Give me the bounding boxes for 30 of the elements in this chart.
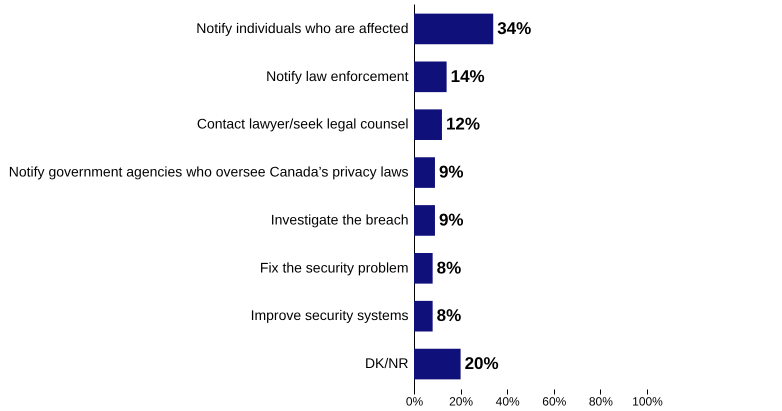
y-tick-label: Notify government agencies who oversee Canada’s privacy laws xyxy=(8,164,408,180)
bar xyxy=(414,348,461,380)
x-tick-label: 40% xyxy=(496,394,520,408)
x-tick-label: 0% xyxy=(406,394,424,408)
x-tick-label: 80% xyxy=(588,394,614,408)
data-label: 20% xyxy=(464,354,499,374)
y-tick-label: Improve security systems xyxy=(250,307,408,324)
bar xyxy=(414,253,433,284)
bar xyxy=(414,109,442,140)
y-tick-label: Contact lawyer/seek legal counsel xyxy=(196,116,408,132)
bar xyxy=(414,157,435,188)
y-tick-label: Fix the security problem xyxy=(260,259,408,276)
data-label: 8% xyxy=(436,306,462,326)
data-label: 14% xyxy=(450,66,485,86)
data-label: 12% xyxy=(446,114,480,134)
y-tick-label: Notify individuals who are affected xyxy=(196,20,408,36)
data-label: 34% xyxy=(497,18,532,38)
data-label: 9% xyxy=(438,162,464,182)
x-tick-label: 60% xyxy=(542,394,567,408)
y-tick-label: Notify law enforcement xyxy=(266,68,409,84)
bar xyxy=(414,205,435,236)
y-tick-label: DK/NR xyxy=(364,355,408,372)
x-tick-label: 20% xyxy=(449,394,474,408)
bar xyxy=(414,14,494,44)
bar xyxy=(414,61,447,92)
data-label: 8% xyxy=(436,258,462,278)
data-label: 9% xyxy=(438,210,464,230)
y-tick-label: Investigate the breach xyxy=(270,211,408,228)
x-tick-label: 100% xyxy=(632,394,664,408)
bar xyxy=(414,300,433,332)
